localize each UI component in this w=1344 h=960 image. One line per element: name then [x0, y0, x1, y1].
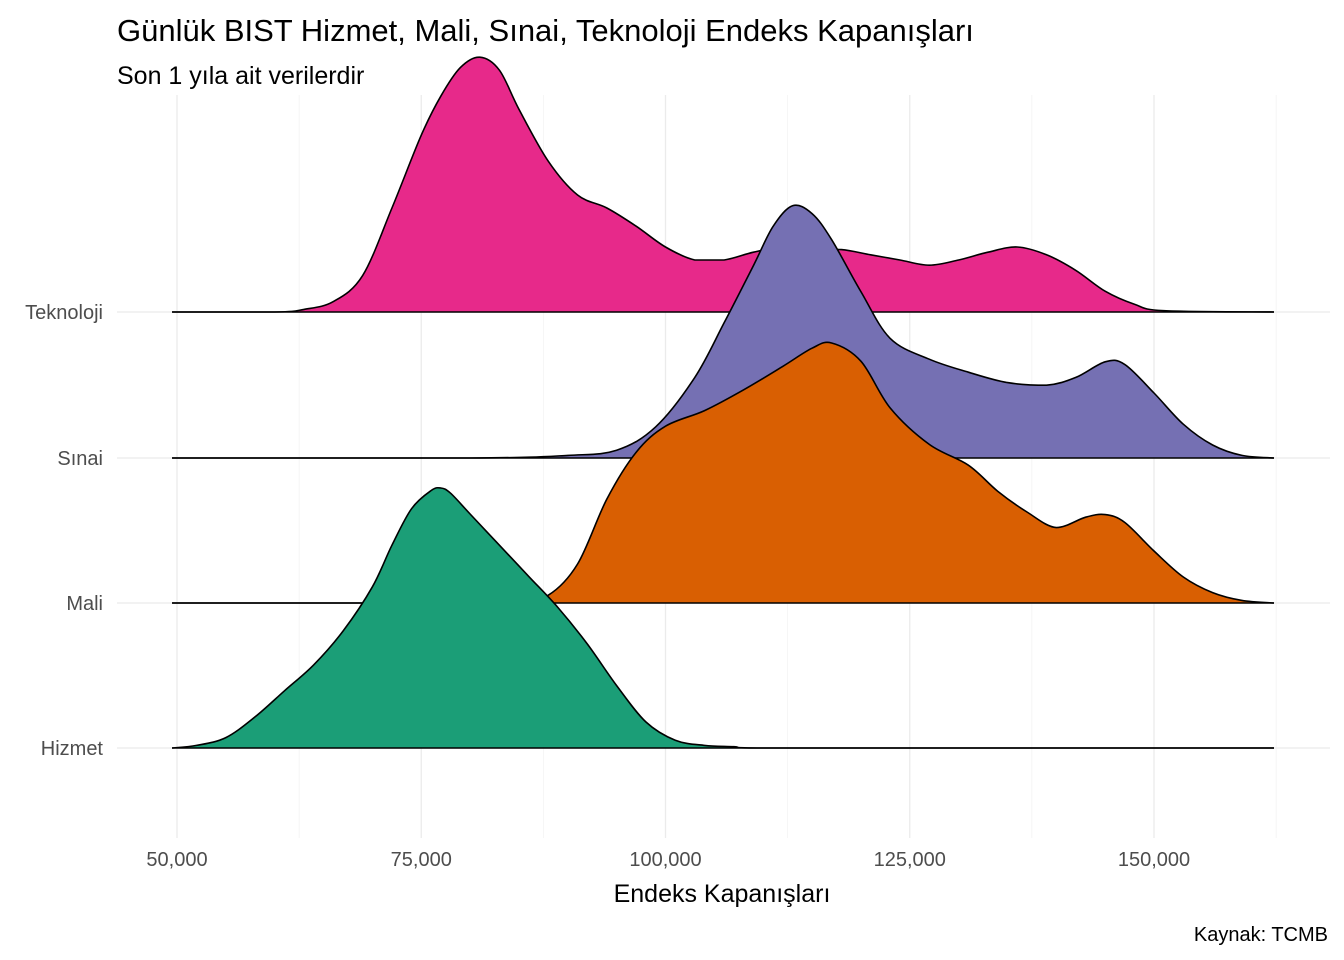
x-tick-label-4: 150,000 [1118, 849, 1190, 871]
x-tick-label-0: 50,000 [146, 849, 207, 871]
chart-title: Günlük BIST Hizmet, Mali, Sınai, Teknolo… [117, 13, 974, 48]
x-axis-title: Endeks Kapanışları [614, 880, 831, 908]
x-tick-label-3: 125,000 [874, 849, 946, 871]
ridge-mali [172, 341, 1275, 604]
chart-caption: Kaynak: TCMB [1194, 924, 1328, 946]
y-tick-label-teknoloji: Teknoloji [25, 302, 103, 324]
ridge-hizmet [172, 486, 1275, 749]
y-tick-label-mali: Mali [66, 593, 103, 615]
ridge-outline-teknoloji [172, 56, 1275, 313]
ridge-outline-mali [172, 341, 1275, 604]
ridge-teknoloji [172, 56, 1275, 313]
ridge-layer [172, 56, 1275, 749]
ridge-fill-sinai [172, 205, 1274, 458]
x-tick-label-1: 75,000 [391, 849, 452, 871]
y-tick-labels: Hizmet Mali Sınai Teknoloji [25, 302, 103, 760]
y-tick-label-sinai: Sınai [57, 448, 103, 470]
ridge-outline-sinai [172, 204, 1275, 459]
x-tick-labels: 50,000 75,000 100,000 125,000 150,000 [146, 849, 1190, 871]
ridge-outline-hizmet [172, 486, 1275, 749]
y-tick-label-hizmet: Hizmet [41, 738, 104, 760]
ridge-fill-hizmet [172, 487, 1274, 748]
chart-subtitle: Son 1 yıla ait verilerdir [117, 62, 364, 90]
ridge-fill-mali [172, 342, 1274, 603]
x-tick-label-2: 100,000 [629, 849, 701, 871]
ridge-fill-teknoloji [172, 57, 1274, 312]
